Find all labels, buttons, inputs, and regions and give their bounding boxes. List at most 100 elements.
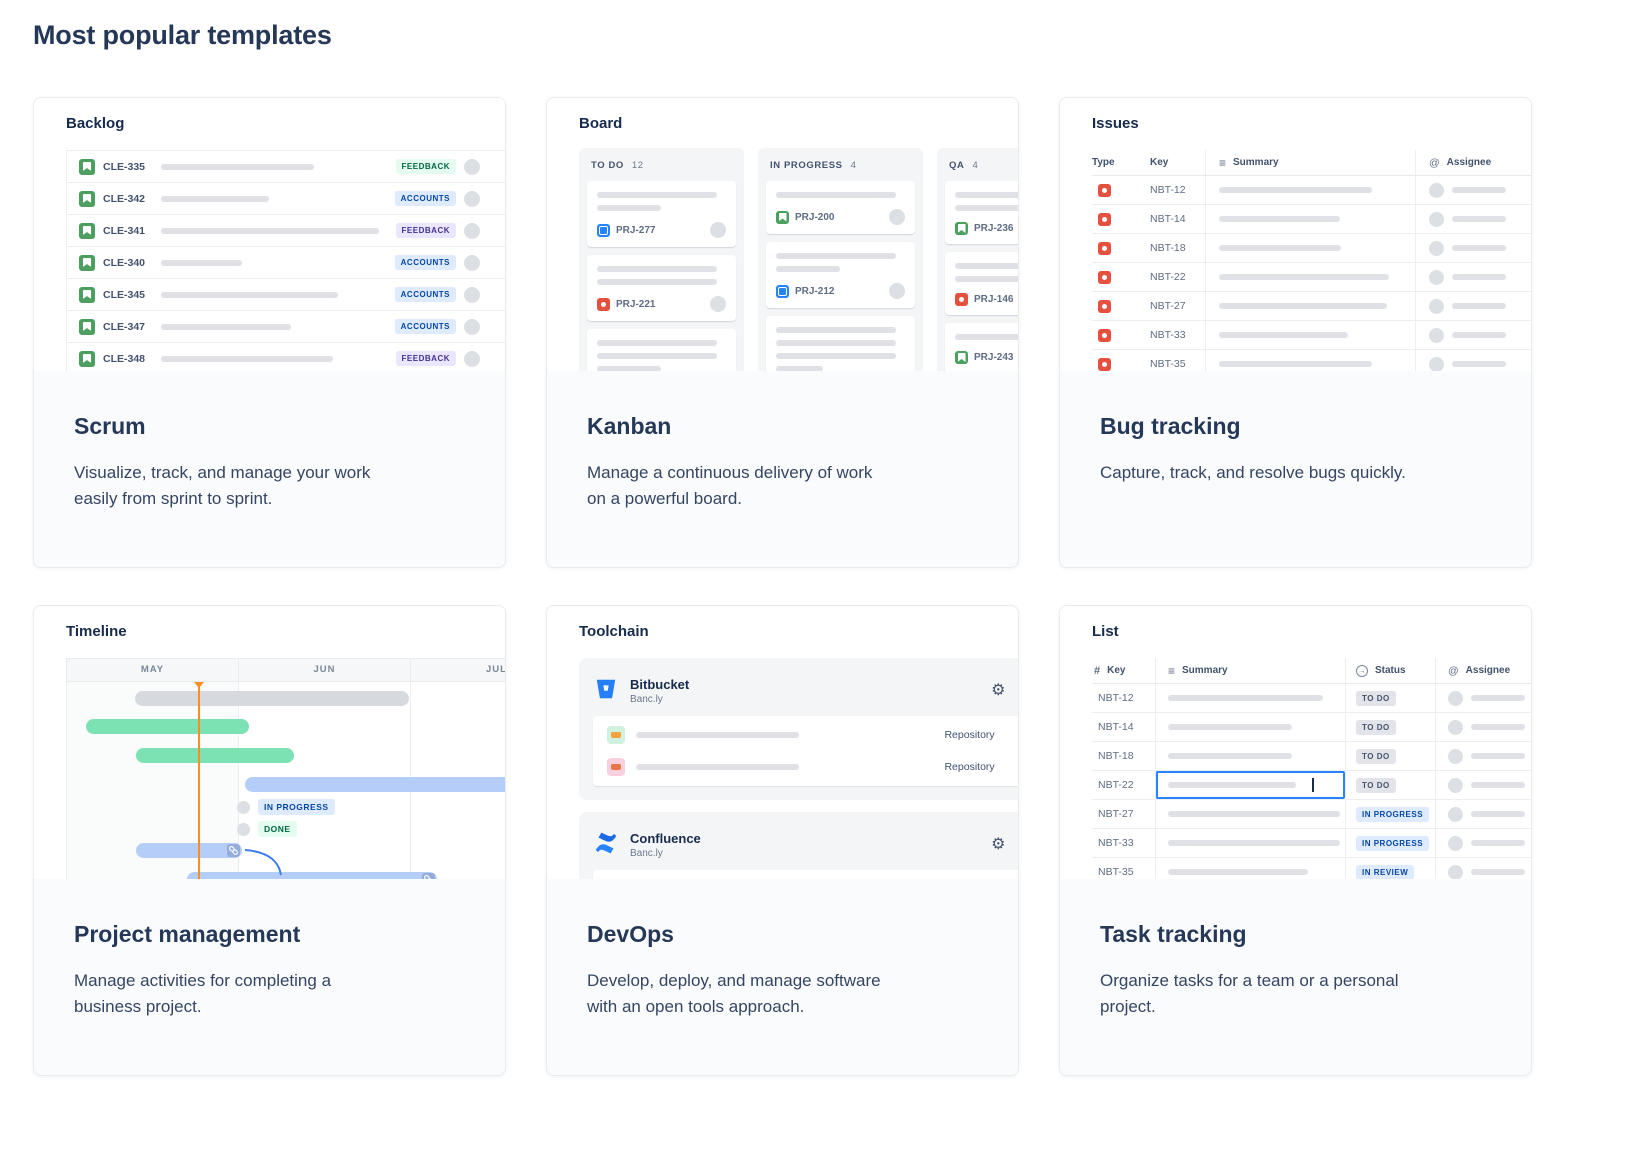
skeleton-bar bbox=[955, 263, 1018, 269]
column-header: QA 4 bbox=[945, 156, 1018, 181]
label-badge: ACCOUNTS bbox=[394, 191, 456, 206]
avatar bbox=[1429, 182, 1444, 198]
skeleton-bar bbox=[597, 266, 717, 272]
issues-preview: Issues Type Key Summary Assignee NBT-12 bbox=[1060, 98, 1531, 371]
summary-cell[interactable] bbox=[1155, 713, 1345, 741]
skeleton-bar bbox=[161, 355, 333, 362]
issue-row: NBT-35 bbox=[1092, 350, 1531, 371]
column-header: TO DO 12 bbox=[587, 156, 736, 181]
summary-cell[interactable] bbox=[1155, 800, 1345, 828]
header-assignee: Assignee bbox=[1415, 150, 1531, 175]
page-title: Most popular templates bbox=[33, 20, 332, 50]
bug-icon bbox=[1098, 183, 1111, 197]
template-card-task-tracking[interactable]: List Key Summary Status Assignee NBT-12 … bbox=[1059, 605, 1532, 1076]
column-header: IN PROGRESS 4 bbox=[766, 156, 915, 181]
issues-table-header: Type Key Summary Assignee bbox=[1092, 150, 1531, 176]
list-row[interactable]: NBT-22 TO DO bbox=[1092, 771, 1531, 800]
summary-cell bbox=[1205, 234, 1415, 262]
backlog-row: CLE-335 FEEDBACK bbox=[67, 151, 505, 183]
header-key: Key bbox=[1092, 658, 1155, 683]
skeleton-bar bbox=[776, 327, 896, 333]
avatar bbox=[464, 190, 480, 207]
skeleton-bar bbox=[1471, 753, 1525, 759]
template-card-kanban[interactable]: Board TO DO 12 bbox=[546, 97, 1019, 568]
issue-key: CLE-342 bbox=[103, 192, 146, 205]
issue-row: NBT-22 bbox=[1092, 263, 1531, 292]
summary-cell[interactable] bbox=[1155, 858, 1345, 879]
description-line: Capture, track, and resolve bugs quickly… bbox=[1100, 463, 1406, 482]
description-line: business project. bbox=[74, 997, 202, 1017]
skeleton-bar bbox=[636, 732, 799, 738]
status-cell: TO DO bbox=[1345, 713, 1435, 741]
issue-key: CLE-345 bbox=[103, 288, 146, 301]
board-card-footer: PRJ-243 bbox=[955, 351, 1018, 364]
list-row[interactable]: NBT-18 TO DO bbox=[1092, 742, 1531, 771]
summary-cell[interactable] bbox=[1155, 684, 1345, 712]
gear-icon[interactable] bbox=[991, 837, 1005, 853]
skeleton-bar bbox=[1168, 782, 1296, 788]
backlog-list: CLE-335 FEEDBACK CLE-342 ACCOUNTS bbox=[66, 150, 505, 371]
template-card-devops[interactable]: Toolchain Bitbucket Banc.ly bbox=[546, 605, 1019, 1076]
description-line: with an open tools approach. bbox=[587, 997, 805, 1017]
avatar bbox=[1448, 748, 1463, 764]
description-line: Manage activities for completing a bbox=[74, 971, 332, 990]
board-card-footer: PRJ-236 bbox=[955, 222, 1018, 235]
toolchain-preview: Toolchain Bitbucket Banc.ly bbox=[547, 606, 1018, 879]
summary-cell bbox=[1205, 321, 1415, 349]
board-card: PRJ-290 bbox=[587, 329, 736, 371]
template-card-scrum[interactable]: Backlog CLE-335 FEEDBACK CLE-342 bbox=[33, 97, 506, 568]
story-icon bbox=[79, 222, 95, 239]
avatar bbox=[1429, 240, 1444, 256]
issue-key: NBT-22 bbox=[1098, 779, 1134, 791]
gear-icon[interactable] bbox=[991, 683, 1005, 699]
status-cell: TO DO bbox=[1345, 684, 1435, 712]
summary-cell[interactable] bbox=[1155, 742, 1345, 770]
template-card-bug-tracking[interactable]: Issues Type Key Summary Assignee NBT-12 bbox=[1059, 97, 1532, 568]
issue-key: PRJ-146 bbox=[974, 294, 1014, 305]
issue-key: PRJ-243 bbox=[974, 352, 1014, 363]
list-row[interactable]: NBT-35 IN REVIEW bbox=[1092, 858, 1531, 879]
story-icon bbox=[79, 286, 95, 303]
summary-cell bbox=[1205, 176, 1415, 204]
skeleton-bar bbox=[1219, 361, 1372, 367]
issue-type-icon bbox=[597, 223, 610, 237]
skeleton-bar bbox=[597, 353, 717, 359]
board-column-todo: TO DO 12 PRJ-277 bbox=[579, 148, 744, 371]
skeleton-bar bbox=[1168, 811, 1340, 817]
summary-cell[interactable] bbox=[1155, 771, 1345, 799]
header-type: Type bbox=[1092, 157, 1115, 168]
story-icon bbox=[79, 158, 95, 175]
bug-icon bbox=[1098, 270, 1111, 284]
devops-info: DevOps Develop, deploy, and manage softw… bbox=[547, 879, 1018, 1075]
backlog-row: CLE-345 ACCOUNTS bbox=[67, 279, 505, 311]
issue-type-icon bbox=[955, 293, 968, 306]
status-cell: TO DO bbox=[1345, 742, 1435, 770]
skeleton-bar bbox=[776, 353, 896, 359]
header-assignee: Assignee bbox=[1435, 658, 1531, 683]
board-card-footer: PRJ-221 bbox=[597, 296, 726, 312]
summary-lines-icon bbox=[1168, 664, 1175, 678]
skeleton-bar bbox=[1452, 274, 1506, 280]
board-card: PRJ-146 bbox=[945, 252, 1018, 315]
assignee-at-icon bbox=[1429, 157, 1440, 169]
board-card: PRJ-212 bbox=[766, 242, 915, 308]
timeline-months: MAY JUN JUL bbox=[66, 658, 505, 682]
template-description: Visualize, track, and manage your work ea… bbox=[74, 460, 465, 513]
list-row[interactable]: NBT-12 TO DO bbox=[1092, 684, 1531, 713]
list-row[interactable]: NBT-14 TO DO bbox=[1092, 713, 1531, 742]
list-row[interactable]: NBT-33 IN PROGRESS bbox=[1092, 829, 1531, 858]
summary-cell[interactable] bbox=[1155, 829, 1345, 857]
issue-row: NBT-18 bbox=[1092, 234, 1531, 263]
link-icon bbox=[422, 873, 435, 879]
column-name: TO DO bbox=[591, 160, 624, 171]
template-card-project-management[interactable]: Timeline MAY JUN JUL bbox=[33, 605, 506, 1076]
issue-key: CLE-341 bbox=[103, 224, 146, 237]
list-row[interactable]: NBT-27 IN PROGRESS bbox=[1092, 800, 1531, 829]
tool-name: Bitbucket bbox=[630, 677, 690, 693]
skeleton-bar bbox=[1168, 724, 1292, 730]
issue-key: CLE-335 bbox=[103, 160, 146, 173]
type-cell bbox=[1092, 234, 1150, 262]
issue-key: NBT-14 bbox=[1098, 721, 1134, 733]
status-badge: IN PROGRESS bbox=[1356, 806, 1430, 822]
